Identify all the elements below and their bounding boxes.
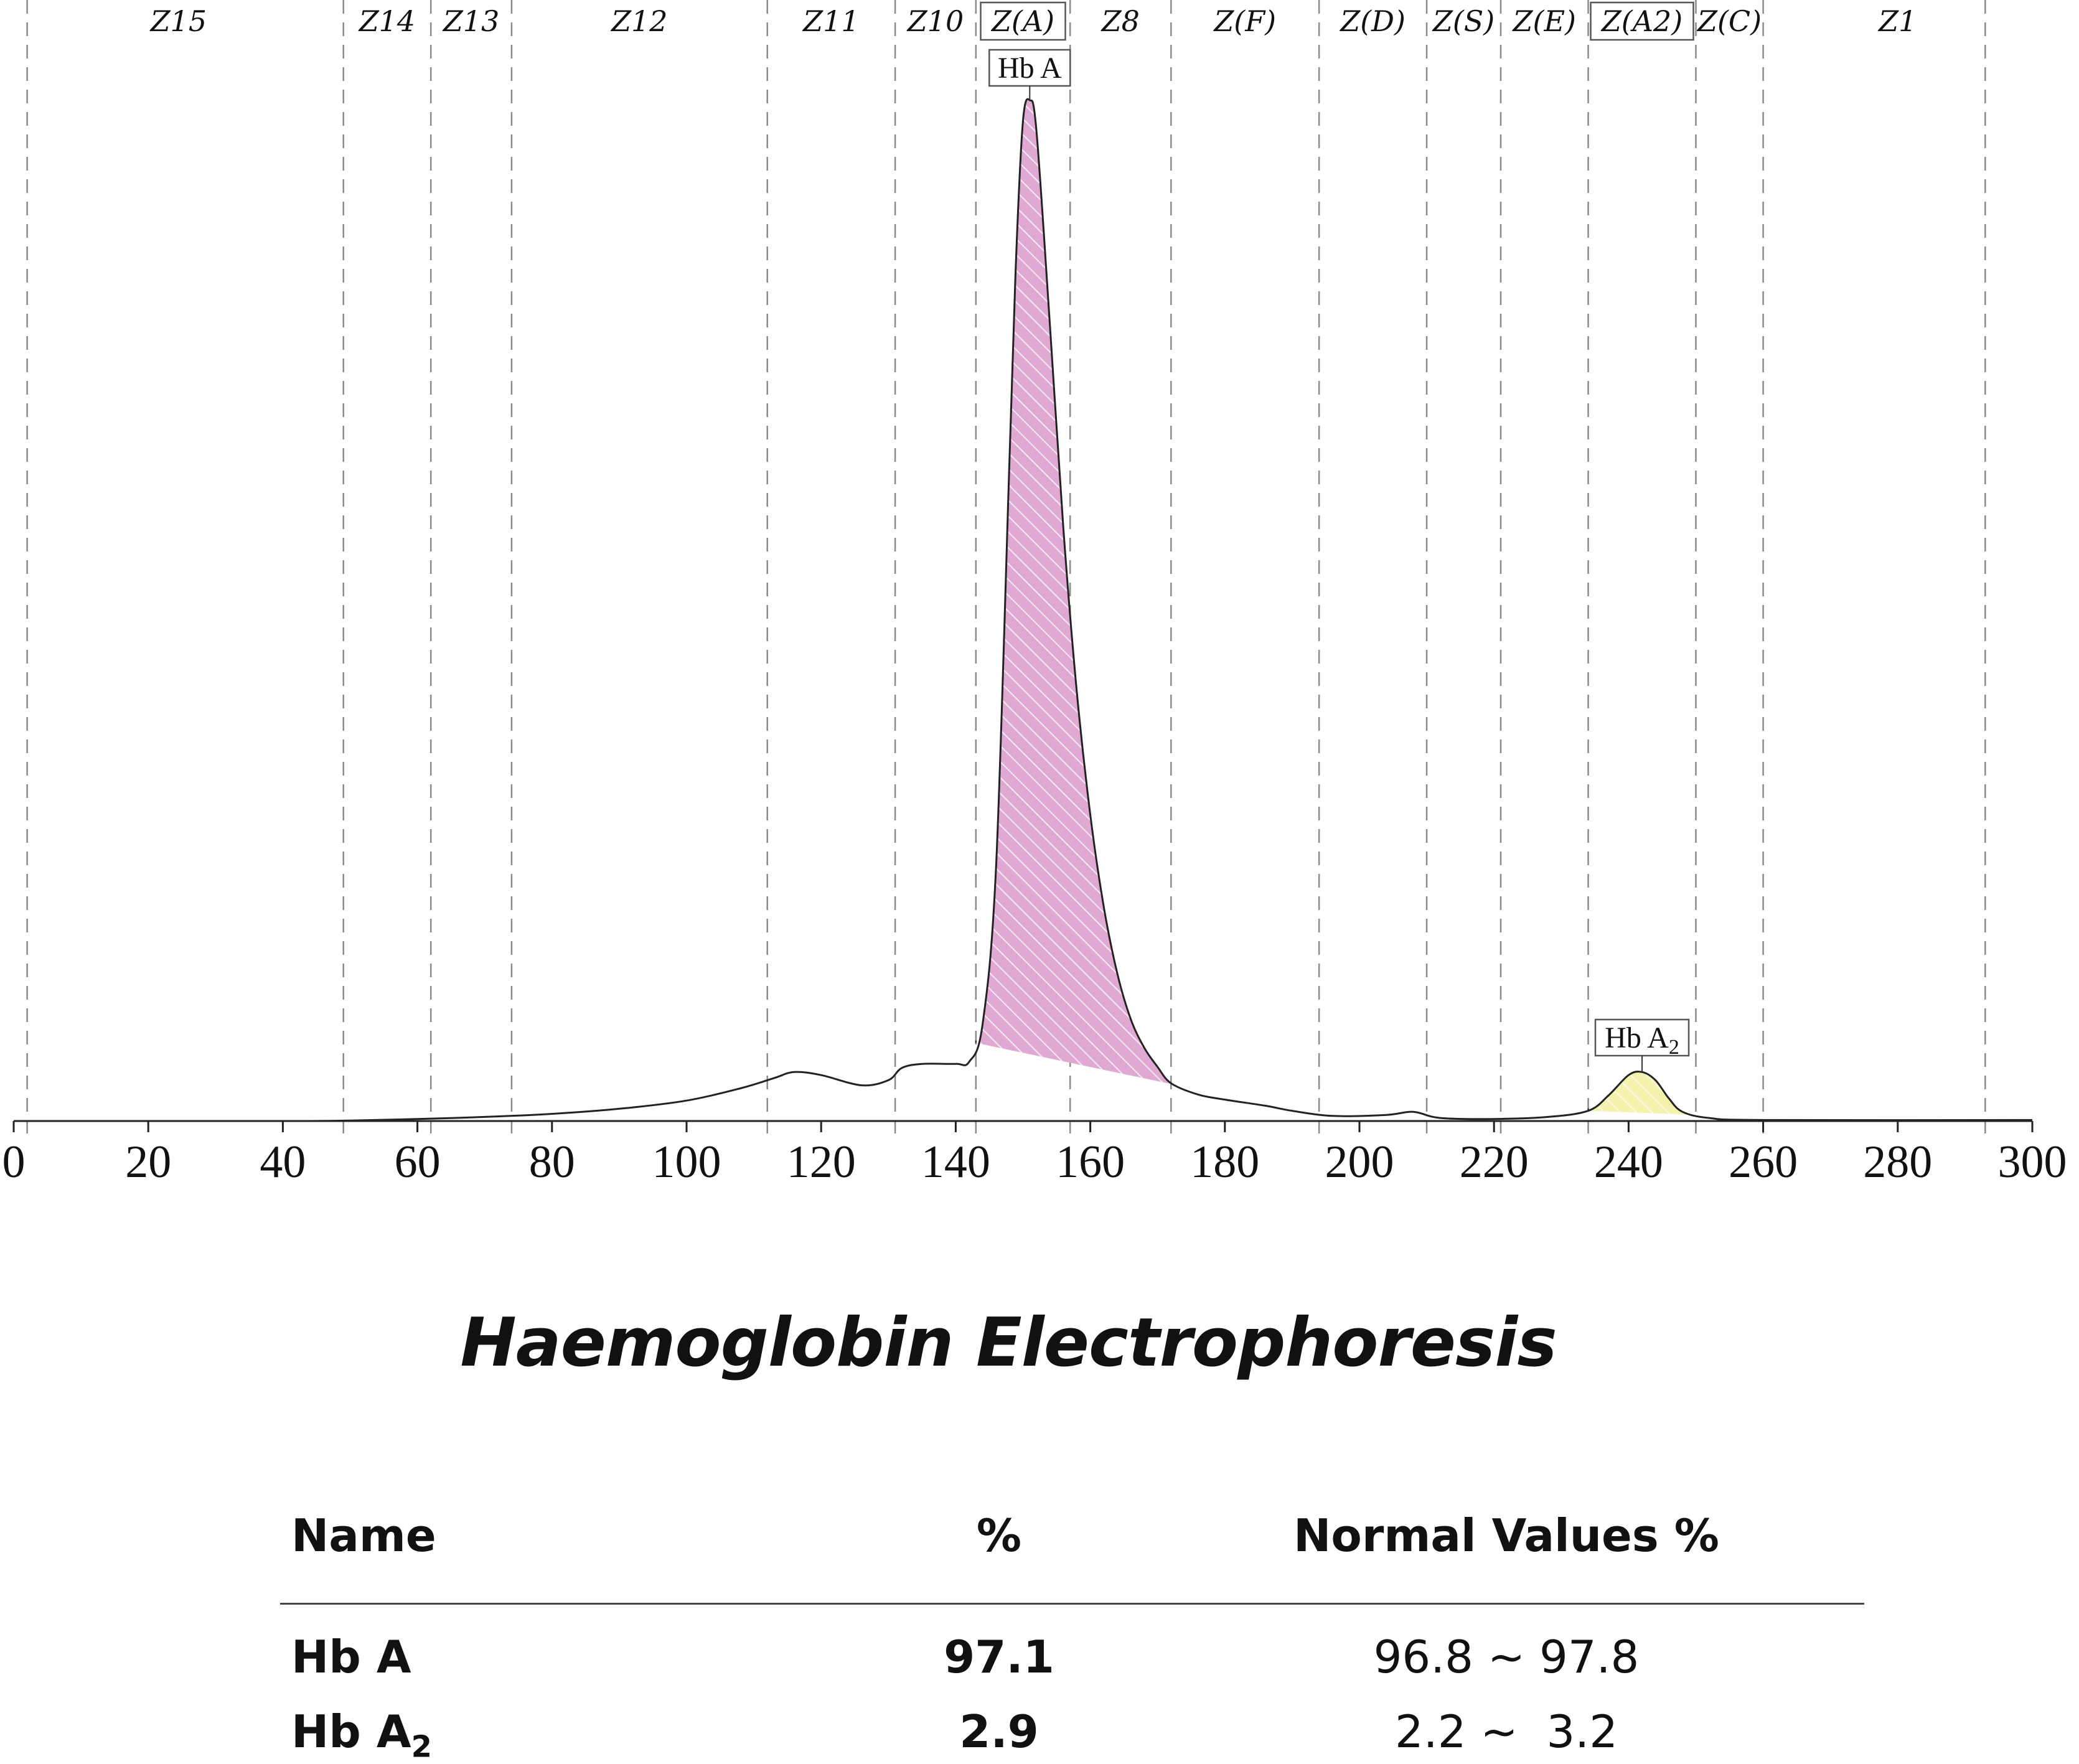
row-normal-range: 2.2 ~ 3.2 (1395, 1705, 1618, 1758)
zone-label: Z(A) (990, 4, 1054, 38)
peak-labels: Hb A Hb A2 (988, 49, 1690, 1072)
x-tick-label: 200 (1325, 1137, 1394, 1188)
x-tick-label: 100 (652, 1137, 721, 1188)
zone-label: Z11 (802, 4, 860, 38)
col-header-name: Name (291, 1509, 436, 1562)
x-tick-label: 220 (1460, 1137, 1529, 1188)
electrophoresis-chart: Z15 Z14 Z13 Z12 Z11 Z10 Z(A) Z8 Z(F) Z(D) Z(S) Z(E)… (2, 0, 2067, 1188)
density-trace (13, 98, 2033, 1122)
col-header-normal: Normal Values % (1293, 1509, 1719, 1562)
x-tick-label: 300 (1998, 1137, 2067, 1188)
x-tick-label: 140 (921, 1137, 990, 1188)
zone-label: Z14 (358, 4, 416, 38)
table-divider (280, 1603, 1864, 1605)
peak-label: Hb A2 (1605, 1021, 1679, 1059)
zone-label-box (1590, 1, 1694, 41)
zone-label: Z15 (149, 4, 207, 38)
zone-label: Z(S) (1432, 4, 1495, 38)
zone-label: Z(E) (1512, 4, 1576, 38)
x-tick-label: 0 (2, 1137, 26, 1188)
zone-label: Z13 (442, 4, 500, 38)
zone-label: Z12 (610, 4, 668, 38)
zone-label: Z10 (906, 4, 964, 38)
peak-label: Hb A (998, 52, 1062, 85)
peak-fills (975, 99, 1696, 1115)
zone-boundaries (26, 0, 1986, 1133)
peak-area (1588, 1071, 1696, 1115)
x-tick-label: 40 (260, 1137, 306, 1188)
peak-label-box (1594, 1018, 1690, 1057)
row-name: Hb A2 (291, 1705, 432, 1764)
peak-area (975, 99, 1175, 1086)
x-tick-label: 80 (529, 1137, 575, 1188)
row-name: Hb A (291, 1631, 411, 1683)
x-tick-label: 60 (395, 1137, 441, 1188)
x-tick-label: 160 (1056, 1137, 1125, 1188)
zone-labels: Z15 Z14 Z13 Z12 Z11 Z10 Z(A) Z8 Z(F) Z(D) Z(S) Z(E)… (149, 1, 1917, 41)
x-tick-label: 240 (1594, 1137, 1663, 1188)
zone-label: Z8 (1101, 4, 1140, 38)
peak-label-subscript: 2 (1669, 1036, 1679, 1059)
report-title: Haemoglobin Electrophoresis (460, 1304, 1557, 1382)
zone-label: Z1 (1877, 4, 1917, 38)
x-tick-label: 120 (787, 1137, 856, 1188)
zone-label-box (980, 1, 1066, 41)
x-tick-label: 280 (1863, 1137, 1932, 1188)
zone-label: Z(C) (1696, 4, 1762, 38)
x-tick-label: 180 (1190, 1137, 1259, 1188)
zone-label: Z(A2) (1600, 4, 1682, 38)
row-percent: 2.9 (959, 1705, 1039, 1758)
trace-line (13, 98, 2033, 1122)
row-normal-range: 96.8 ~ 97.8 (1373, 1631, 1640, 1683)
x-tick-label: 20 (125, 1137, 171, 1188)
col-header-percent: % (976, 1509, 1022, 1562)
x-tick-label: 260 (1729, 1137, 1798, 1188)
zone-label: Z(D) (1339, 4, 1406, 38)
row-percent: 97.1 (944, 1631, 1054, 1683)
zone-label: Z(F) (1213, 4, 1276, 38)
x-axis: 0 20 40 60 80 100 120 140 160 180 200 220 240 260 280 3… (2, 1120, 2067, 1188)
